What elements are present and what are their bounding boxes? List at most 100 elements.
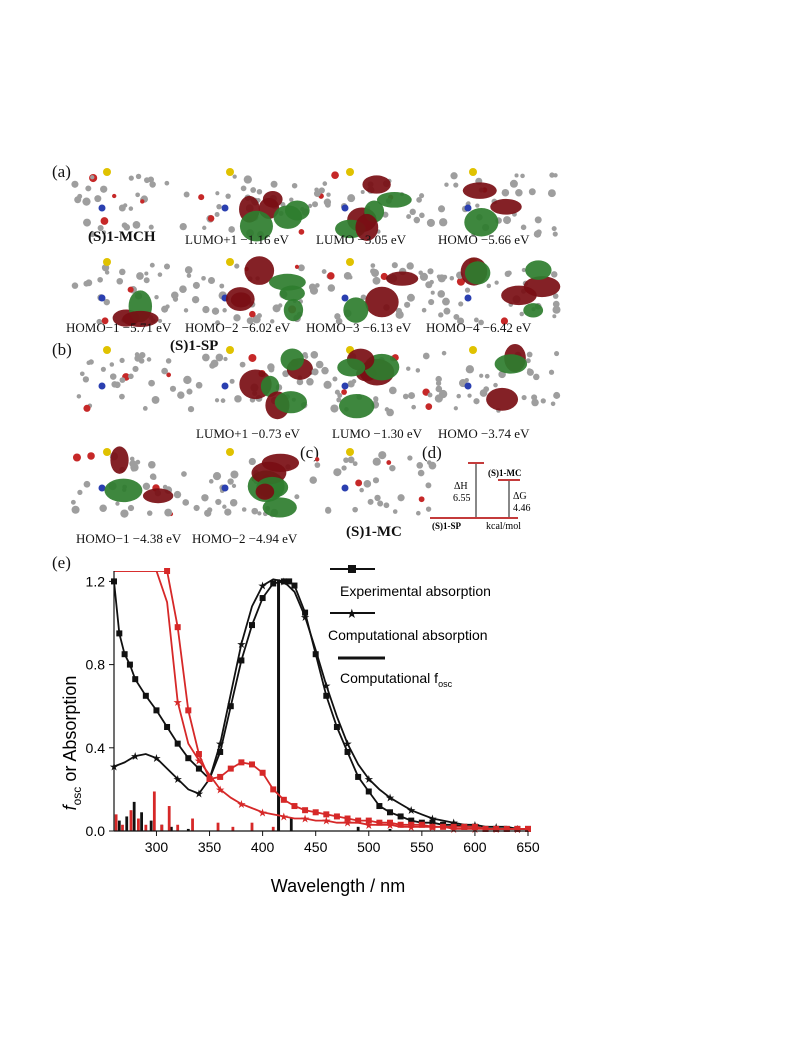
atom	[135, 459, 141, 465]
fosc-bar	[121, 824, 124, 831]
x-tick-label: 400	[251, 839, 275, 855]
atom	[171, 291, 179, 300]
atom	[386, 408, 394, 417]
data-point-square	[376, 803, 383, 810]
data-point-square	[286, 578, 293, 585]
atom	[154, 294, 159, 300]
atom	[406, 366, 411, 371]
atom	[224, 508, 232, 516]
data-point-square	[355, 773, 362, 780]
atom	[97, 276, 103, 283]
y-tick-label: 0.4	[86, 740, 106, 756]
atom	[82, 197, 91, 206]
mo-sketch-svg-1	[198, 168, 313, 242]
atom	[519, 311, 524, 317]
atom	[525, 358, 531, 364]
orbital-lobe	[385, 271, 419, 286]
x-tick-label: 650	[516, 839, 540, 855]
data-point-square	[355, 817, 362, 824]
atom	[297, 264, 305, 272]
data-point-star: ★	[236, 799, 246, 811]
atom	[291, 182, 298, 189]
atom	[225, 193, 231, 199]
data-point-square	[185, 707, 192, 714]
data-point-square	[323, 811, 330, 818]
y-tick-label: 1.2	[86, 573, 106, 589]
data-point-square	[217, 773, 224, 780]
atom	[148, 379, 155, 387]
atom	[389, 464, 396, 472]
atom	[409, 208, 416, 216]
atom	[467, 393, 472, 398]
atom	[136, 272, 144, 280]
atom	[202, 305, 210, 314]
data-point-star: ★	[321, 816, 331, 828]
atom	[552, 231, 558, 237]
atom	[71, 505, 80, 514]
atom	[211, 307, 220, 315]
mo-caption-a2-1: HOMO−2 −6.02 eV	[185, 320, 291, 335]
atom	[100, 185, 108, 193]
atom	[140, 199, 145, 204]
legend-exp-label: Experimental absorption	[340, 583, 491, 599]
atom	[83, 404, 91, 412]
atom	[464, 287, 471, 293]
atom	[256, 313, 262, 319]
atom	[144, 271, 149, 276]
mo-sketch-12	[52, 440, 217, 530]
orbital-lobe	[255, 483, 275, 500]
dg-symbol: ΔG	[513, 491, 527, 502]
legend-exp-marker	[348, 565, 356, 573]
atom	[534, 216, 542, 224]
atom	[503, 216, 512, 225]
atom	[548, 369, 555, 375]
nitrogen-atom	[464, 382, 472, 390]
panel-label-c: (c)	[300, 443, 319, 462]
atom	[161, 305, 169, 313]
atom	[208, 479, 214, 484]
fosc-bar	[167, 806, 171, 831]
atom	[179, 285, 187, 294]
atom	[437, 205, 446, 213]
data-point-square	[312, 651, 319, 658]
atom	[360, 294, 367, 301]
atom	[207, 507, 213, 513]
absorption-chart: ★★★★★★★★★★★★★★★★★★★★★★★★★★★★★★★★★★★★★300…	[40, 555, 550, 900]
atom	[528, 188, 536, 196]
orbital-lobe	[365, 286, 399, 318]
data-point-star: ★	[300, 814, 310, 826]
atom	[323, 380, 332, 389]
data-point-star: ★	[321, 680, 331, 692]
atom	[127, 286, 134, 293]
atom	[101, 317, 109, 325]
mo-caption-b2-0: HOMO−1 −4.38 eV	[76, 531, 182, 546]
data-point-star: ★	[300, 612, 310, 624]
atom	[96, 318, 103, 325]
atom	[531, 398, 539, 407]
atom	[540, 398, 546, 404]
data-point-star: ★	[258, 807, 268, 819]
data-point-square	[280, 796, 287, 803]
atom	[229, 498, 238, 507]
atom	[87, 452, 95, 460]
atom	[89, 231, 96, 238]
atom	[128, 206, 134, 211]
mo-sketch-svg-7	[436, 257, 561, 326]
atom	[450, 172, 458, 180]
atom	[127, 504, 135, 512]
mo-caption-b2-2: (S)1-MC	[346, 524, 402, 540]
atom	[215, 353, 224, 362]
data-point-star: ★	[343, 818, 353, 830]
atom	[134, 352, 140, 357]
mo-sketch-svg-11	[434, 343, 561, 413]
atom	[413, 216, 421, 224]
atom	[406, 293, 415, 302]
atom	[142, 482, 151, 491]
mo-sketch-13	[175, 440, 340, 530]
atom	[456, 277, 465, 286]
atom	[97, 225, 104, 232]
mo-sketch-8	[52, 338, 217, 428]
mo-sketch-10	[295, 338, 460, 428]
data-point-star: ★	[385, 820, 395, 832]
data-point-square	[238, 759, 245, 766]
